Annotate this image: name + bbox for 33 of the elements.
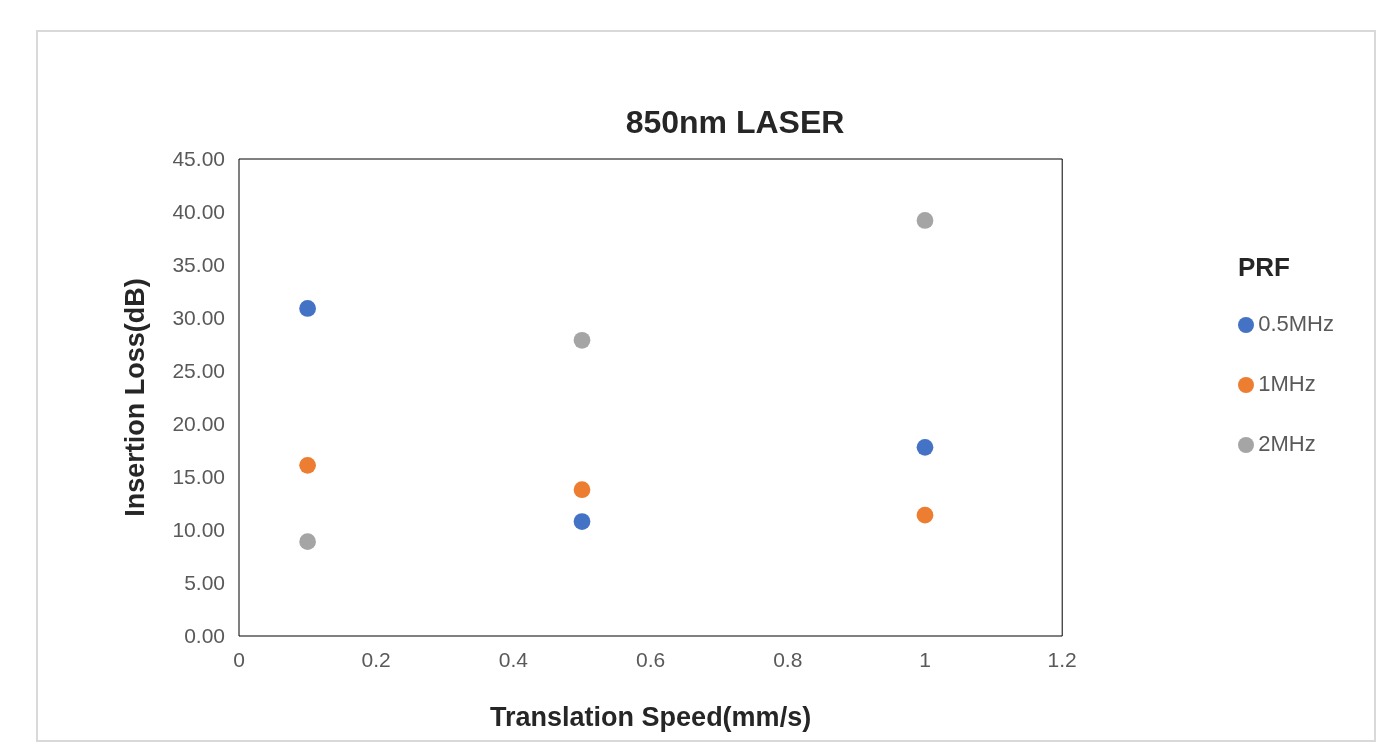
y-axis-title: Insertion Loss(dB) xyxy=(119,278,150,517)
point xyxy=(573,513,591,530)
point xyxy=(299,456,316,474)
point xyxy=(916,506,934,524)
x-tick-label: 1.2 xyxy=(1047,647,1077,671)
y-tick-label: 35.00 xyxy=(172,253,225,277)
x-axis-title: Translation Speed(mm/s) xyxy=(490,702,812,732)
y-tick-label: 30.00 xyxy=(172,306,225,330)
point xyxy=(299,533,316,551)
legend-label: 0.5MHz xyxy=(1258,311,1334,336)
point xyxy=(916,212,934,229)
y-tick-label: 40.00 xyxy=(172,200,225,224)
point xyxy=(299,300,316,317)
y-tick-label: 20.00 xyxy=(172,412,225,436)
point xyxy=(573,481,591,499)
y-tick-label: 45.00 xyxy=(172,147,225,171)
legend-label: 1MHz xyxy=(1258,371,1316,396)
x-tick-label: 0.8 xyxy=(773,647,803,671)
x-tick-label: 0 xyxy=(233,647,245,671)
legend-label: 2MHz xyxy=(1258,431,1316,456)
y-tick-label: 25.00 xyxy=(172,359,225,383)
y-tick-label: 10.00 xyxy=(172,518,225,542)
point xyxy=(573,331,591,349)
y-tick-label: 15.00 xyxy=(172,465,225,489)
x-tick-label: 0.4 xyxy=(498,647,529,671)
point xyxy=(916,438,934,456)
chart-title: 850nm LASER xyxy=(624,104,846,141)
x-tick-label: 0.2 xyxy=(361,647,391,671)
x-tick-label: 0.6 xyxy=(636,647,666,671)
y-tick-label: 5.00 xyxy=(184,571,225,595)
legend-title: PRF xyxy=(1238,252,1290,283)
x-tick-label: 1 xyxy=(919,647,931,671)
y-tick-label: 0.00 xyxy=(184,624,225,648)
